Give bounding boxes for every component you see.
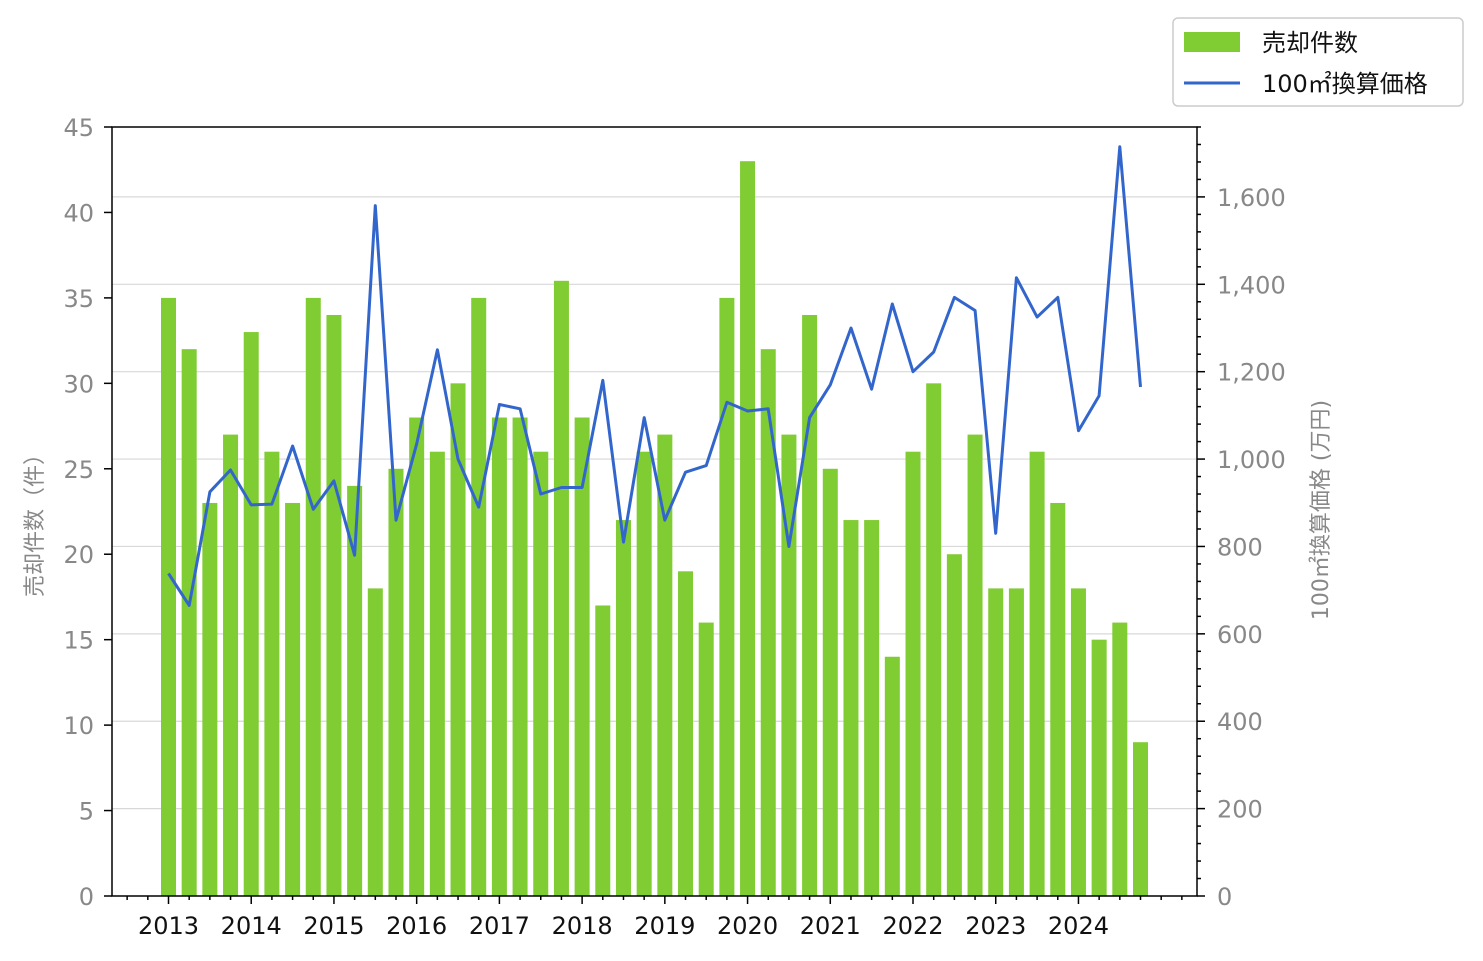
line-series <box>167 145 1142 607</box>
y-left-tick-label: 45 <box>63 114 94 142</box>
bar <box>843 520 859 896</box>
bar <box>678 571 694 896</box>
bar <box>326 314 342 896</box>
legend-label-line: 100㎡換算価格 <box>1262 70 1428 98</box>
bar <box>450 383 466 896</box>
y-right-tick-label: 200 <box>1217 796 1263 824</box>
legend-box <box>1172 17 1464 107</box>
bar <box>1133 742 1148 896</box>
bar <box>636 451 652 896</box>
bar <box>285 502 301 896</box>
bar <box>1029 451 1045 896</box>
bar <box>553 280 569 896</box>
bar <box>388 468 404 896</box>
y-left-tick-label: 25 <box>63 456 94 484</box>
y-right-tick-label: 1,200 <box>1217 359 1286 387</box>
x-tick-label: 2013 <box>138 912 199 940</box>
bar <box>264 451 280 896</box>
x-tick-label: 2020 <box>717 912 778 940</box>
bar <box>967 434 983 896</box>
bar <box>1070 588 1086 896</box>
bar <box>574 417 590 896</box>
bar <box>305 297 321 896</box>
y-right-tick-label: 0 <box>1217 883 1232 911</box>
bar <box>1091 639 1107 896</box>
y-right-axis-title: 100㎡換算価格 (万円) <box>1308 400 1334 620</box>
y-left-tick-label: 0 <box>79 883 94 911</box>
bar <box>740 161 756 896</box>
x-tick-label: 2019 <box>634 912 695 940</box>
y-right-tick-label: 800 <box>1217 533 1263 561</box>
bar <box>181 349 197 897</box>
bar-series <box>161 161 1148 897</box>
legend-bar-swatch <box>1184 32 1240 52</box>
y-left-tick-label: 15 <box>63 627 94 655</box>
bar <box>822 468 838 896</box>
y-left-tick-label: 40 <box>63 199 94 227</box>
bar <box>471 297 487 896</box>
bar <box>512 417 528 896</box>
x-tick-label: 2024 <box>1048 912 1109 940</box>
bar <box>243 332 259 897</box>
bar <box>595 605 611 896</box>
y-left-tick-label: 10 <box>63 712 94 740</box>
bar <box>1112 622 1128 896</box>
bar <box>202 502 218 896</box>
bar <box>367 588 383 896</box>
bar <box>429 451 445 896</box>
bar <box>657 434 673 896</box>
bar <box>781 434 797 896</box>
y-left-tick-label: 30 <box>63 370 94 398</box>
bar <box>926 383 942 896</box>
x-tick-label: 2018 <box>552 912 613 940</box>
bar <box>864 520 880 896</box>
bar <box>1008 588 1024 896</box>
bar <box>884 656 900 896</box>
x-tick-label: 2021 <box>800 912 861 940</box>
series-line <box>167 145 1142 607</box>
y-left-tick-label: 35 <box>63 285 94 313</box>
x-tick-label: 2014 <box>221 912 282 940</box>
bar <box>698 622 714 896</box>
y-right-tick-label: 400 <box>1217 708 1263 736</box>
x-tick-label: 2022 <box>882 912 943 940</box>
bar <box>719 297 735 896</box>
y-right-tick-label: 1,400 <box>1217 271 1286 299</box>
bar <box>347 485 363 896</box>
bar <box>491 417 507 896</box>
y-right-tick-label: 600 <box>1217 621 1263 649</box>
legend: 売却件数 100㎡換算価格 <box>1172 17 1464 107</box>
y-right-tick-label: 1,000 <box>1217 446 1286 474</box>
axes: 0 5 10 15 20 25 30 35 40 45 0 200 400 600 800 1,000 1,20… <box>63 114 1285 940</box>
bar <box>223 434 239 896</box>
x-tick-label: 2017 <box>469 912 530 940</box>
y-left-axis-title: 売却件数（件） <box>23 443 48 597</box>
bar <box>802 314 818 896</box>
bar <box>1050 502 1066 896</box>
bar <box>905 451 921 896</box>
bar <box>615 520 631 896</box>
bar <box>161 297 176 896</box>
x-tick-label: 2023 <box>965 912 1026 940</box>
y-right-tick-label: 1,600 <box>1217 184 1286 212</box>
bar <box>409 417 425 896</box>
bar <box>533 451 549 896</box>
x-tick-label: 2015 <box>303 912 364 940</box>
y-left-tick-label: 20 <box>63 541 94 569</box>
y-left-tick-label: 5 <box>79 798 94 826</box>
legend-label-bars: 売却件数 <box>1262 29 1358 57</box>
x-tick-label: 2016 <box>386 912 447 940</box>
bar <box>946 554 962 896</box>
bar <box>760 349 776 897</box>
bar <box>988 588 1004 896</box>
